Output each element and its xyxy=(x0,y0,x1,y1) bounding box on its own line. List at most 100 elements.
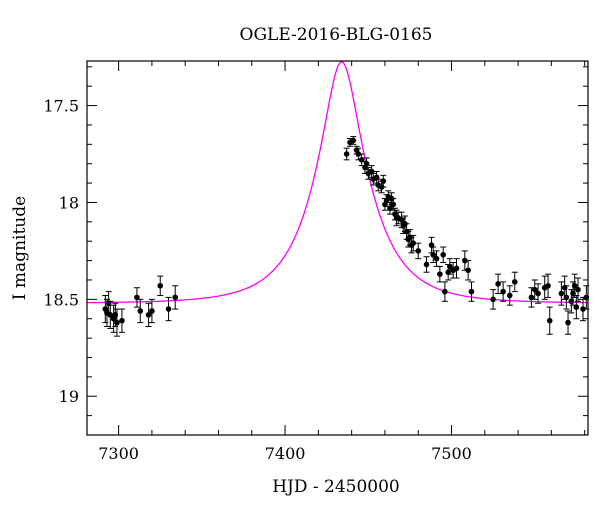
point-marker xyxy=(563,294,570,301)
point-marker xyxy=(358,157,365,163)
data-point xyxy=(558,281,565,306)
point-marker xyxy=(535,290,541,297)
data-point xyxy=(531,279,538,300)
data-point xyxy=(565,310,572,335)
point-marker xyxy=(465,267,471,274)
data-point xyxy=(145,302,152,327)
data-point xyxy=(528,287,535,308)
point-marker xyxy=(137,308,144,314)
data-point xyxy=(118,308,125,333)
chart-title: OGLE-2016-BLG-0165 xyxy=(240,25,433,45)
point-marker xyxy=(440,251,446,258)
point-marker xyxy=(442,288,448,295)
data-point xyxy=(468,281,475,302)
data-point xyxy=(446,258,453,275)
point-marker xyxy=(423,261,430,268)
data-point xyxy=(410,234,417,252)
point-marker xyxy=(415,248,422,254)
point-marker xyxy=(546,317,553,324)
point-marker xyxy=(387,205,393,212)
point-marker xyxy=(363,160,370,167)
data-point xyxy=(511,271,518,293)
point-marker xyxy=(107,312,114,318)
point-marker xyxy=(149,308,155,314)
point-marker xyxy=(114,319,120,326)
point-marker xyxy=(157,282,164,289)
point-marker xyxy=(145,312,152,318)
data-point xyxy=(430,246,437,264)
data-point xyxy=(172,285,179,310)
point-marker xyxy=(545,282,551,289)
point-marker xyxy=(558,290,565,297)
data-point xyxy=(165,296,172,322)
point-marker xyxy=(531,286,538,293)
point-marker xyxy=(462,257,468,264)
point-marker xyxy=(580,306,586,312)
data-point xyxy=(573,294,580,320)
data-point xyxy=(506,285,513,306)
y-tick-label: 18.5 xyxy=(43,290,79,309)
point-marker xyxy=(500,288,506,295)
point-marker xyxy=(571,282,578,289)
data-point xyxy=(441,281,448,302)
y-tick-label: 18 xyxy=(59,193,79,212)
data-point xyxy=(580,296,587,322)
data-point xyxy=(375,178,382,192)
point-marker xyxy=(355,151,362,157)
point-marker xyxy=(390,201,397,208)
point-marker xyxy=(437,271,443,277)
x-tick-label: 7300 xyxy=(98,444,139,463)
data-point xyxy=(157,275,164,296)
point-marker xyxy=(343,151,350,157)
point-marker xyxy=(453,265,460,272)
data-point xyxy=(440,246,447,264)
point-marker xyxy=(368,168,375,175)
point-marker xyxy=(373,174,380,181)
data-point xyxy=(148,298,155,324)
axes-layer: 7300 7400 7500 17.5 18 18.5 19 xyxy=(43,60,589,463)
data-point xyxy=(571,273,578,298)
y-tick-label: 19 xyxy=(59,387,79,406)
data-point xyxy=(541,275,548,300)
data-point xyxy=(490,289,497,310)
data-point xyxy=(113,308,120,337)
point-marker xyxy=(172,294,179,301)
data-point xyxy=(436,265,443,283)
point-marker xyxy=(565,319,571,326)
x-tick-label: 7500 xyxy=(431,444,472,463)
data-point xyxy=(546,306,553,335)
point-marker xyxy=(350,137,357,144)
data-point xyxy=(495,273,502,295)
data-point xyxy=(535,283,542,304)
y-axis-label: I magnitude xyxy=(10,196,30,300)
data-point xyxy=(350,136,357,145)
data-point xyxy=(343,147,350,161)
point-marker xyxy=(428,242,435,248)
point-marker xyxy=(410,240,417,246)
point-marker xyxy=(575,286,581,293)
point-marker xyxy=(433,255,440,262)
point-marker xyxy=(495,281,501,287)
data-point xyxy=(433,250,440,267)
data-point xyxy=(465,260,472,281)
point-marker xyxy=(573,304,580,310)
plot-frame xyxy=(86,60,589,436)
point-marker xyxy=(528,294,535,301)
x-tick-label: 7400 xyxy=(265,444,306,463)
data-point xyxy=(133,287,140,308)
data-point xyxy=(107,300,114,329)
data-point xyxy=(423,256,430,273)
point-marker xyxy=(134,294,140,301)
data-point xyxy=(563,285,570,310)
data-points-layer xyxy=(102,136,590,337)
point-marker xyxy=(380,178,387,184)
data-point xyxy=(415,242,422,260)
data-point xyxy=(358,153,365,167)
data-point xyxy=(575,277,582,302)
point-marker xyxy=(506,292,513,299)
data-point xyxy=(453,258,460,279)
model-curve xyxy=(86,60,589,304)
point-marker xyxy=(490,296,496,303)
point-marker xyxy=(447,263,453,270)
